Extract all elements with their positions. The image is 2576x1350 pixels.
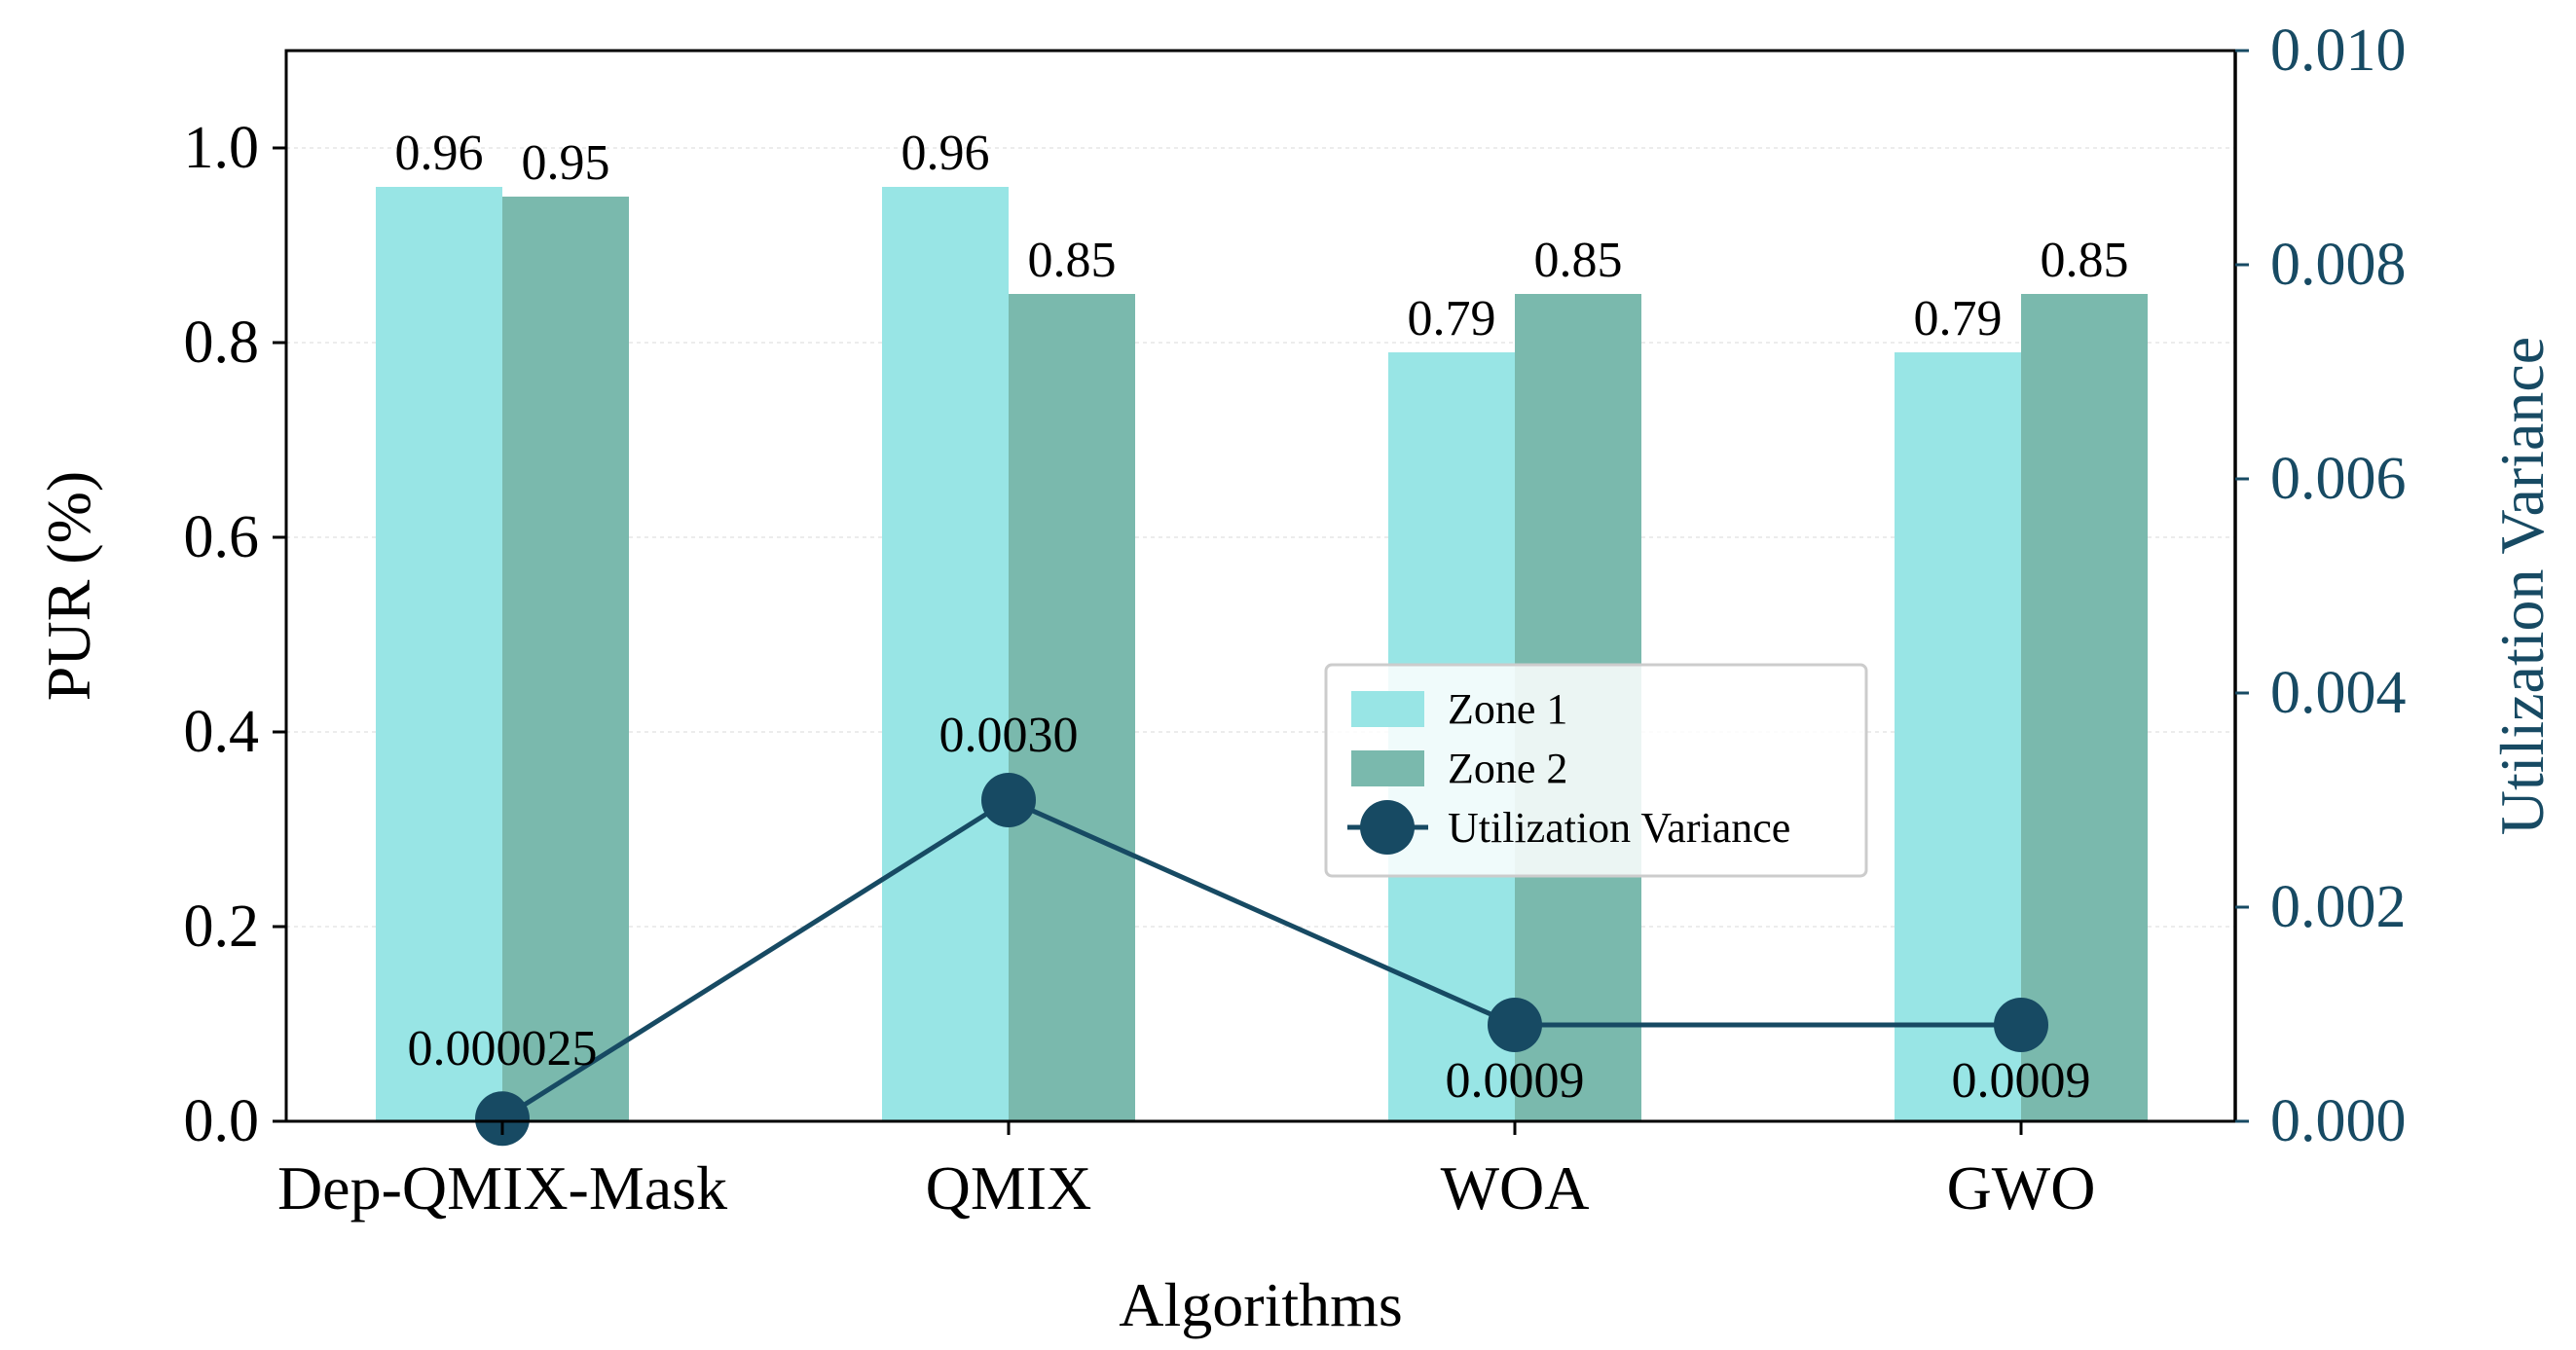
legend-label: Zone 1 [1448,685,1567,733]
variance-value-label: 0.0030 [939,708,1079,763]
x-tick-label: GWO [1947,1153,2096,1222]
bars [376,187,2148,1121]
legend-marker [1360,800,1415,855]
y-tick-label: 0.4 [184,699,260,765]
variance-polyline [500,797,2021,1121]
data-labels: 0.96 0.96 0.79 0.79 0.95 0.85 0.85 0.85 0.000025… [395,126,2129,1109]
bar-zone-1 [376,187,502,1121]
variance-value-label: 0.0009 [1952,1053,2091,1109]
bar-zone-2 [502,197,629,1121]
y2-tick-label: 0.002 [2270,874,2407,940]
y-tick-label: 1.0 [184,115,260,181]
bar-value-label: 0.85 [2041,233,2129,288]
bar-value-label: 0.85 [1028,233,1117,288]
bar-zone-2 [2021,294,2148,1121]
bar-value-label: 0.96 [902,126,990,181]
variance-value-label: 0.000025 [408,1021,598,1076]
x-axis-title: Algorithms [1119,1270,1403,1339]
bar-value-label: 0.85 [1534,233,1623,288]
variance-point [981,773,1036,827]
legend-box [1324,663,1868,878]
axes: 0.0 0.2 0.4 0.6 0.8 1.0 0.000 0.002 0.004 0.006 0.… [34,18,2557,1339]
y2-tick-label: 0.004 [2270,660,2407,726]
legend: Zone 1 Zone 2 Utilization Variance [1324,663,1868,878]
bar-value-label: 0.96 [395,126,484,181]
variance-point [1994,998,2048,1052]
bar-zone-1 [882,187,1009,1121]
variance-line [475,773,2048,1147]
bar-value-label: 0.95 [522,135,610,191]
y2-tick-label: 0.006 [2270,446,2407,512]
y2-tick-label: 0.008 [2270,232,2407,298]
variance-point [1488,998,1542,1052]
x-tick-label: Dep-QMIX-Mask [277,1153,727,1222]
bar-zone-1 [1895,352,2021,1121]
x-tick-label: QMIX [926,1153,1092,1222]
y2-tick-label: 0.010 [2270,18,2407,84]
y-tick-label: 0.6 [184,504,260,570]
y2-axis-title: Utilization Variance [2487,337,2557,835]
y2-tick-label: 0.000 [2270,1088,2407,1154]
legend-label: Utilization Variance [1448,804,1790,852]
legend-label: Zone 2 [1448,745,1567,792]
y-axis-title: PUR (%) [34,471,103,701]
bar-value-label: 0.79 [1408,291,1496,347]
legend-swatch [1351,691,1424,727]
y-tick-label: 0.8 [184,310,260,376]
variance-value-label: 0.0009 [1446,1053,1585,1109]
bar-zone-2 [1009,294,1135,1121]
bar-value-label: 0.79 [1914,291,2003,347]
variance-point [475,1091,530,1147]
y-tick-label: 0.2 [184,894,260,960]
y-tick-label: 0.0 [184,1088,260,1154]
x-tick-label: WOA [1441,1153,1590,1222]
legend-swatch [1351,750,1424,786]
